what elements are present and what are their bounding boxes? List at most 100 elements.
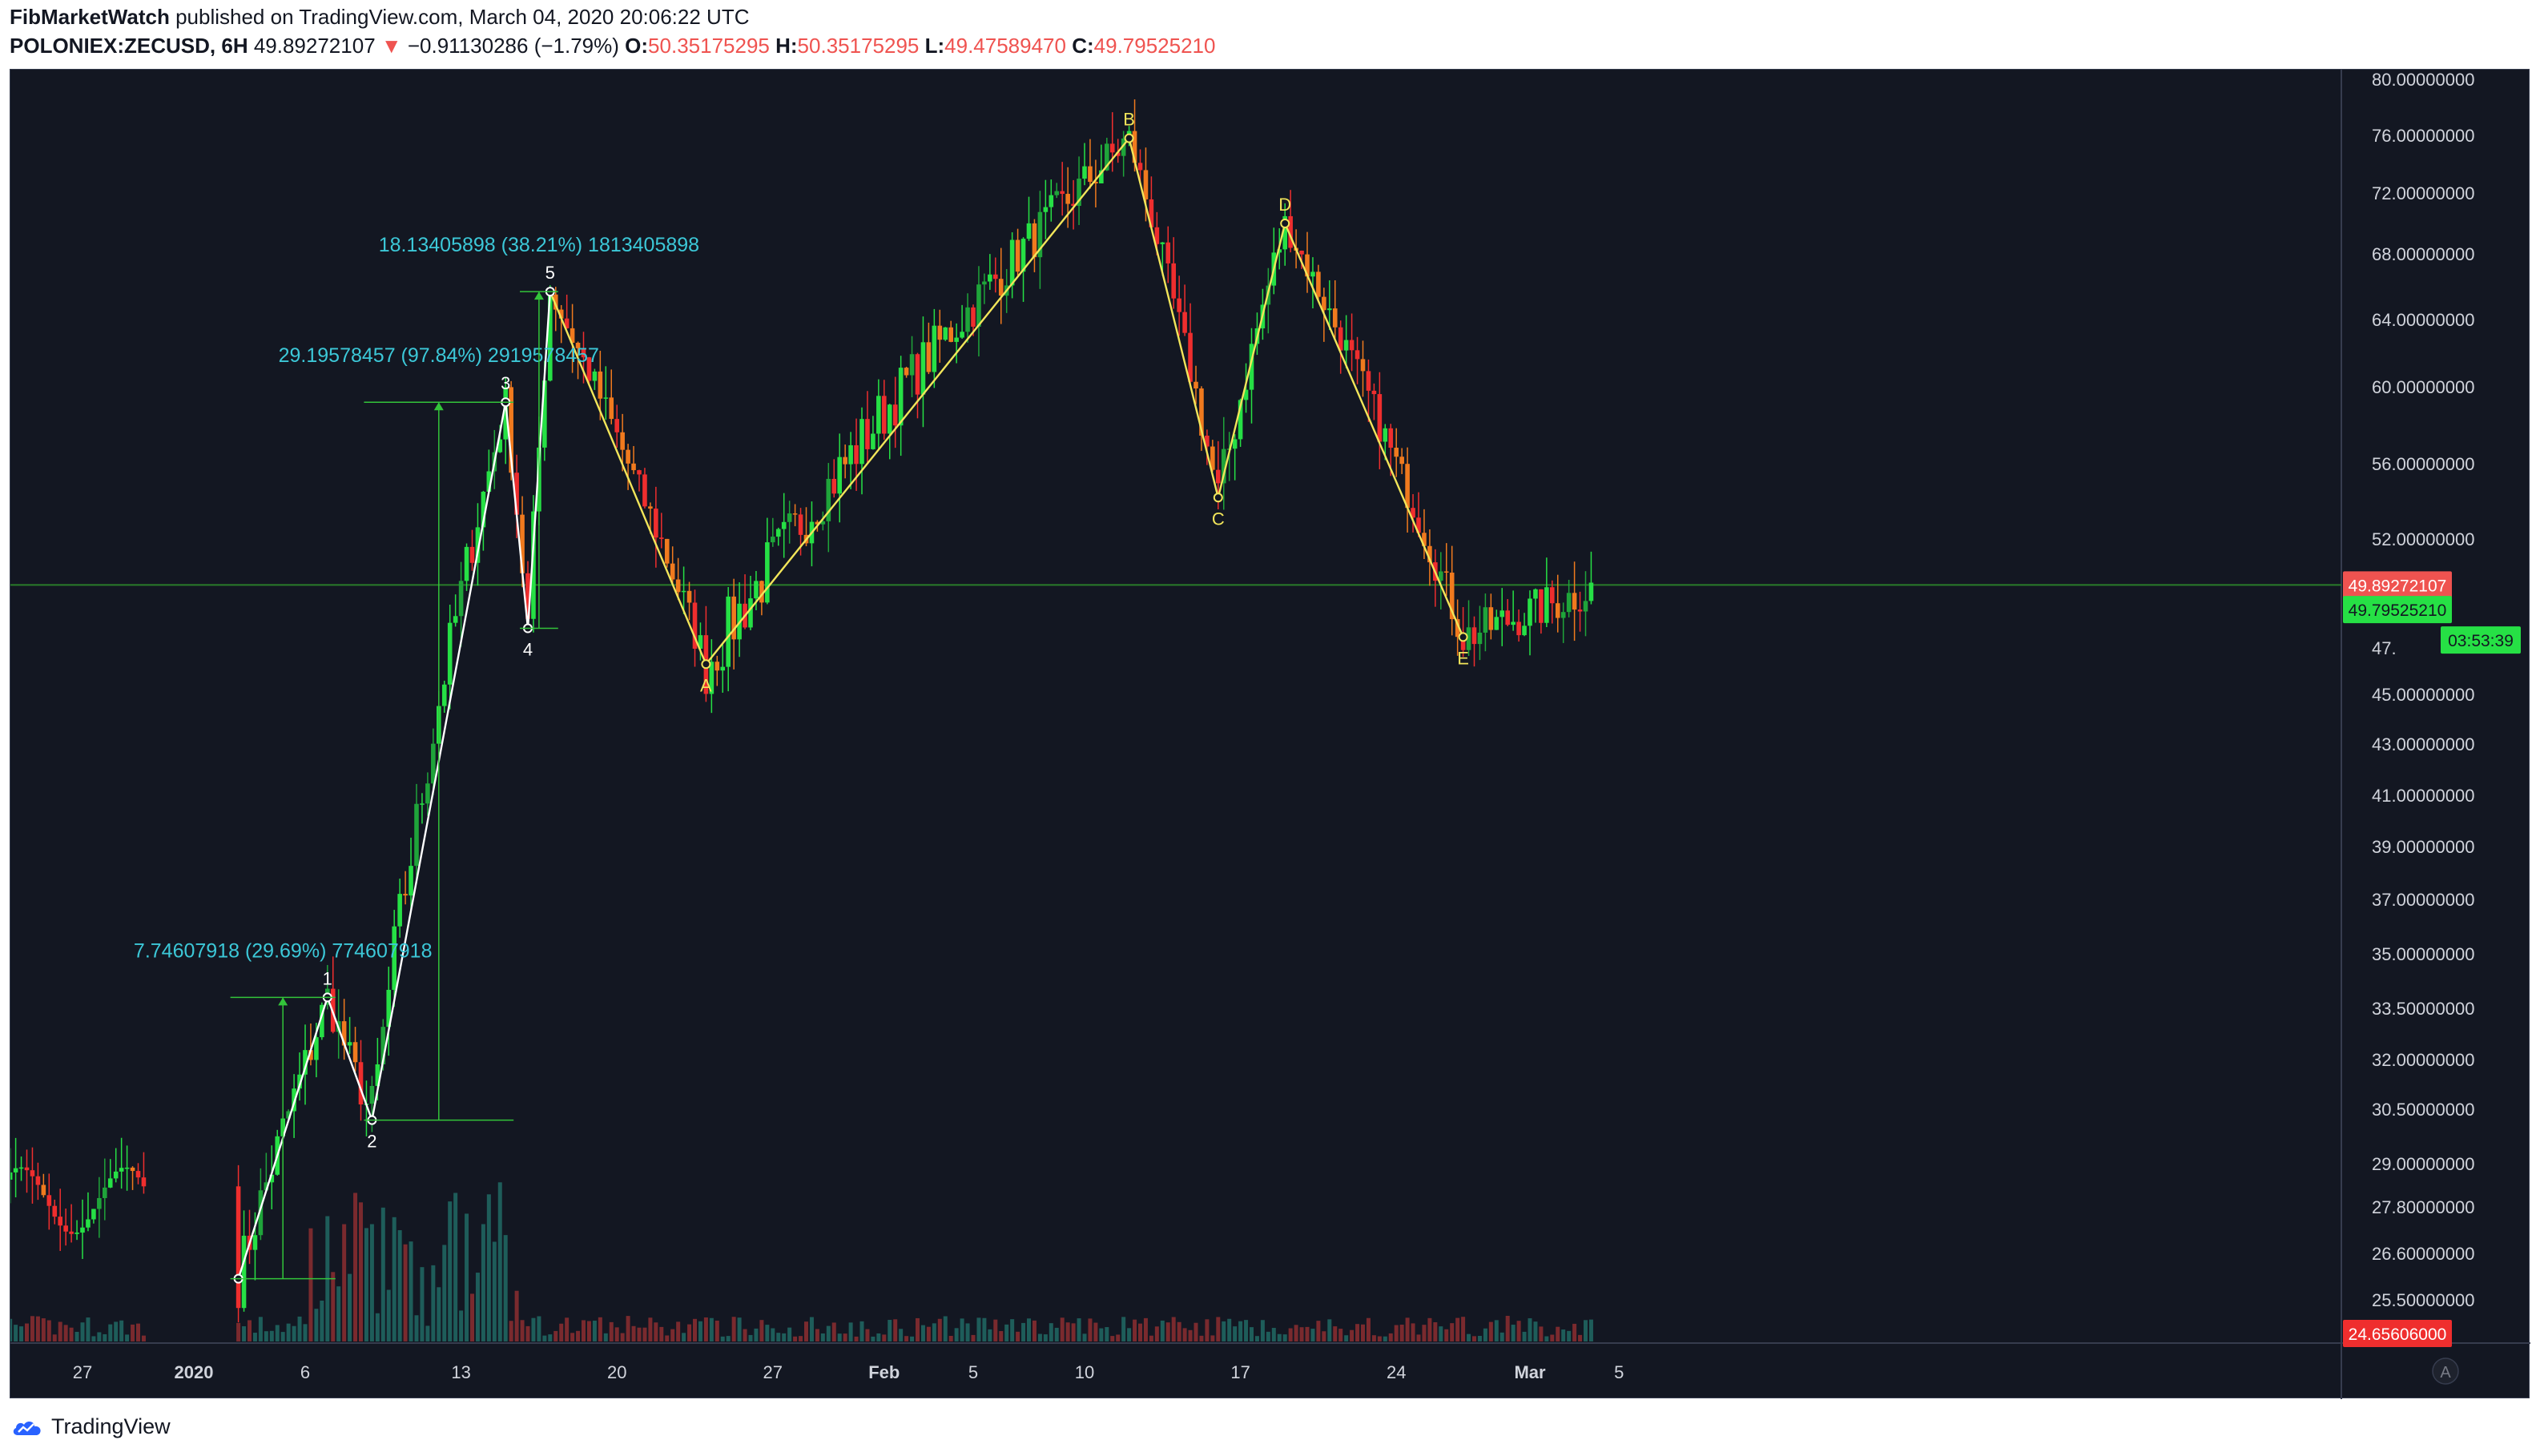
candle [781, 521, 787, 529]
candle [1060, 191, 1065, 195]
candle [469, 546, 475, 563]
volume-bar [242, 1325, 247, 1341]
candle [826, 478, 831, 521]
low-value: 49.47589470 [944, 34, 1066, 58]
volume-bar [1037, 1333, 1042, 1341]
candle [920, 342, 926, 395]
volume-bar [1444, 1329, 1449, 1341]
volume-bar [848, 1322, 853, 1341]
volume-bar [982, 1317, 987, 1341]
volume-bar [1127, 1328, 1132, 1341]
candle [837, 457, 842, 494]
volume-bar [1071, 1323, 1076, 1341]
volume-bar [1544, 1336, 1549, 1341]
volume-bar [119, 1320, 124, 1341]
published-text: published on TradingView.com, March 04, … [175, 5, 750, 29]
volume-bar [141, 1335, 146, 1341]
wave-label: B [1123, 110, 1135, 130]
candle [308, 1050, 313, 1060]
candle [113, 1171, 119, 1179]
candle [58, 1217, 62, 1226]
volume-bar [1165, 1322, 1170, 1341]
candle [107, 1178, 113, 1188]
volume-bar [131, 1324, 135, 1341]
candle [1171, 263, 1176, 299]
volume-bar [459, 1310, 464, 1341]
volume-bar [1494, 1320, 1499, 1341]
price-tag-label: 03:53:39 [2448, 632, 2514, 650]
candle [831, 478, 837, 494]
volume-bar [1294, 1325, 1298, 1341]
candle [241, 1235, 247, 1309]
volume-bar [820, 1333, 825, 1341]
y-tick-label: 47. [2372, 638, 2397, 658]
volume-bar [1327, 1319, 1332, 1341]
volume-bar [586, 1321, 591, 1341]
y-tick-label: 45.00000000 [2372, 685, 2474, 705]
volume-bar [1539, 1326, 1544, 1341]
chart-area[interactable]: 80.00000000 76.00000000 72.00000000 68.0000… [10, 69, 2530, 1399]
candle [1477, 632, 1483, 645]
volume-bar [1216, 1317, 1221, 1341]
candle [1555, 603, 1560, 618]
candle [670, 563, 675, 580]
price-tag [2343, 571, 2452, 599]
y-tick-label: 56.00000000 [2372, 454, 2474, 474]
candle [1439, 571, 1443, 581]
volume-bar [837, 1333, 842, 1341]
volume-bar [854, 1336, 859, 1341]
chart-canvas[interactable]: 80.00000000 76.00000000 72.00000000 68.0000… [10, 70, 2530, 1399]
volume-bar [425, 1325, 430, 1341]
price-tag-label: 49.79525210 [2349, 601, 2447, 620]
candle [1093, 182, 1098, 183]
volume-bar [1021, 1322, 1026, 1341]
volume-bar [665, 1335, 670, 1341]
candle [558, 309, 564, 319]
volume-bar [252, 1333, 257, 1341]
x-tick-label: 6 [300, 1362, 310, 1382]
volume-bar [1138, 1323, 1142, 1341]
y-tick-label: 33.50000000 [2372, 999, 2474, 1019]
tradingview-logo[interactable]: TradingView [11, 1414, 171, 1439]
candle [52, 1205, 58, 1217]
volume-bar [292, 1325, 296, 1341]
candle [1427, 545, 1432, 563]
candle [998, 279, 1004, 296]
measure-wave3-label: 29.19578457 (97.84%) 2919578457 [279, 344, 599, 367]
candle [1026, 223, 1032, 239]
candle [614, 419, 619, 432]
candle [124, 1167, 130, 1169]
volume-bar [336, 1286, 341, 1341]
candle [937, 325, 943, 340]
candle [1137, 163, 1143, 171]
candle [1199, 388, 1204, 436]
wave-label: 2 [367, 1132, 376, 1152]
candle [1405, 464, 1410, 509]
volume-bar [1455, 1317, 1460, 1341]
author-name[interactable]: FibMarketWatch [10, 5, 170, 29]
volume-bar [1205, 1319, 1210, 1341]
candle [798, 514, 803, 535]
volume-bar [1561, 1329, 1566, 1341]
volume-bar [1344, 1335, 1349, 1341]
volume-bar [804, 1321, 808, 1341]
candle [420, 803, 425, 805]
volume-bar [1105, 1327, 1109, 1341]
candle [481, 492, 486, 528]
volume-bar [1116, 1334, 1121, 1341]
candle [458, 581, 464, 617]
candle [1238, 400, 1243, 440]
volume-bar [859, 1321, 864, 1341]
volume-bar [831, 1322, 836, 1341]
candle [86, 1219, 91, 1228]
volume-bar [776, 1333, 781, 1341]
candle [258, 1190, 264, 1236]
candle [369, 1085, 375, 1104]
volume-bar [609, 1321, 614, 1341]
volume-bar [1260, 1320, 1265, 1341]
candle [1511, 621, 1516, 625]
volume-bar [1310, 1329, 1315, 1341]
volume-bar [1121, 1317, 1126, 1341]
volume-bar [920, 1325, 925, 1341]
volume-bar [542, 1335, 547, 1341]
